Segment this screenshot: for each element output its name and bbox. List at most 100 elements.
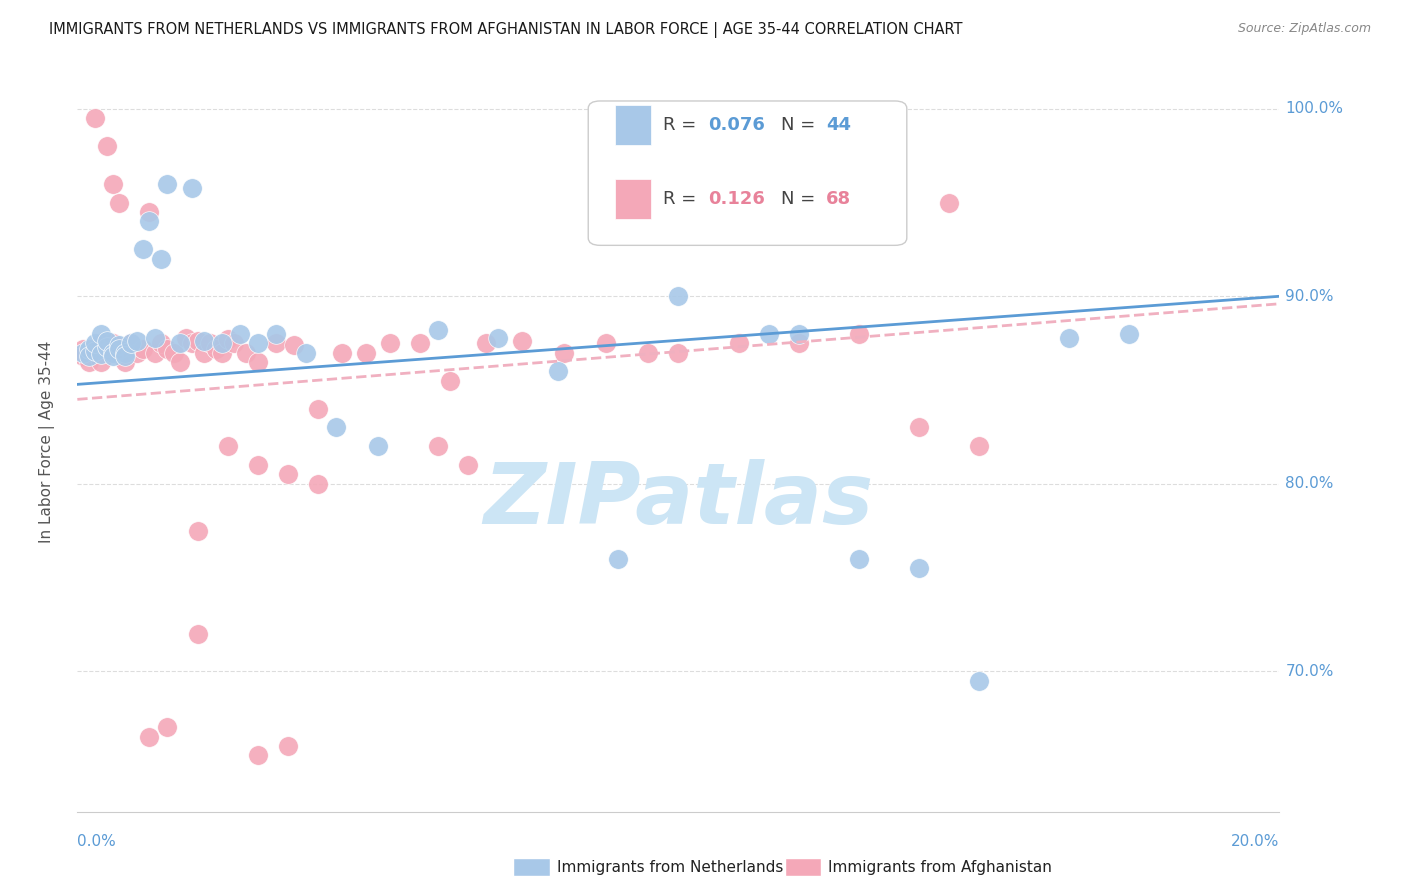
Point bbox=[145, 330, 167, 344]
Point bbox=[246, 458, 269, 472]
Point bbox=[84, 345, 107, 359]
Point bbox=[908, 420, 931, 434]
Bar bbox=[614, 104, 651, 145]
Point bbox=[475, 336, 498, 351]
Point bbox=[72, 342, 94, 356]
FancyBboxPatch shape bbox=[588, 101, 907, 245]
Text: 44: 44 bbox=[827, 117, 851, 135]
Text: N =: N = bbox=[780, 191, 821, 209]
Text: R =: R = bbox=[662, 191, 702, 209]
Point bbox=[150, 252, 173, 266]
Point bbox=[127, 345, 149, 359]
Text: 70.0%: 70.0% bbox=[1285, 664, 1334, 679]
Point bbox=[228, 326, 250, 341]
Point bbox=[138, 730, 160, 744]
Point bbox=[120, 336, 142, 351]
Point bbox=[277, 739, 299, 753]
Point bbox=[193, 334, 215, 349]
Point bbox=[114, 355, 136, 369]
Point bbox=[90, 347, 112, 361]
Text: 0.126: 0.126 bbox=[709, 191, 765, 209]
Point bbox=[186, 524, 209, 538]
Point bbox=[235, 345, 257, 359]
Point bbox=[787, 326, 810, 341]
Point bbox=[439, 374, 461, 388]
Point bbox=[103, 177, 125, 191]
Point bbox=[1118, 326, 1140, 341]
Point bbox=[108, 195, 131, 210]
Point bbox=[246, 748, 269, 763]
Point bbox=[114, 349, 136, 363]
Point bbox=[145, 345, 167, 359]
Point bbox=[510, 334, 533, 349]
Point bbox=[174, 330, 197, 344]
Point bbox=[114, 345, 136, 359]
Point bbox=[595, 336, 617, 351]
Bar bbox=[614, 178, 651, 219]
Point bbox=[103, 345, 125, 359]
Point bbox=[127, 334, 149, 349]
Point bbox=[787, 336, 810, 351]
Point bbox=[96, 139, 118, 153]
Text: R =: R = bbox=[662, 117, 702, 135]
Point bbox=[72, 349, 94, 363]
Point bbox=[156, 720, 179, 734]
Text: N =: N = bbox=[780, 117, 821, 135]
Point bbox=[307, 476, 329, 491]
Point bbox=[132, 243, 155, 257]
Point bbox=[1057, 330, 1080, 344]
Point bbox=[727, 336, 749, 351]
Point bbox=[108, 345, 131, 359]
Point bbox=[180, 180, 202, 194]
Point bbox=[72, 345, 94, 359]
Point bbox=[198, 336, 221, 351]
Point bbox=[457, 458, 479, 472]
Point bbox=[150, 336, 173, 351]
Point bbox=[246, 336, 269, 351]
Text: ZIPatlas: ZIPatlas bbox=[484, 459, 873, 542]
Point bbox=[330, 345, 353, 359]
Point bbox=[108, 342, 131, 356]
Point bbox=[204, 342, 226, 356]
Point bbox=[848, 551, 870, 566]
Text: Immigrants from Afghanistan: Immigrants from Afghanistan bbox=[828, 860, 1052, 874]
Point bbox=[283, 338, 305, 352]
Point bbox=[211, 336, 233, 351]
Point bbox=[156, 177, 179, 191]
Point bbox=[217, 332, 239, 346]
Point bbox=[908, 561, 931, 575]
Point bbox=[668, 345, 690, 359]
Point bbox=[427, 439, 450, 453]
Point bbox=[84, 112, 107, 126]
Point bbox=[486, 330, 509, 344]
Point bbox=[427, 323, 450, 337]
Point bbox=[79, 355, 101, 369]
Text: Source: ZipAtlas.com: Source: ZipAtlas.com bbox=[1237, 22, 1371, 36]
Text: 0.0%: 0.0% bbox=[77, 834, 117, 849]
Text: In Labor Force | Age 35-44: In Labor Force | Age 35-44 bbox=[39, 341, 55, 542]
Point bbox=[96, 340, 118, 354]
Point bbox=[103, 349, 125, 363]
Point bbox=[217, 439, 239, 453]
Point bbox=[637, 345, 659, 359]
Point bbox=[193, 345, 215, 359]
Point bbox=[246, 355, 269, 369]
Point bbox=[162, 345, 184, 359]
Point bbox=[409, 336, 432, 351]
Point bbox=[84, 343, 107, 358]
Point bbox=[186, 334, 209, 349]
Point bbox=[90, 336, 112, 351]
Point bbox=[264, 336, 287, 351]
Point bbox=[79, 342, 101, 356]
Point bbox=[186, 626, 209, 640]
Point bbox=[668, 289, 690, 303]
Text: 68: 68 bbox=[827, 191, 852, 209]
Text: 100.0%: 100.0% bbox=[1285, 102, 1344, 116]
Point bbox=[169, 355, 191, 369]
Point bbox=[84, 336, 107, 351]
Point bbox=[211, 345, 233, 359]
Point bbox=[553, 345, 575, 359]
Point bbox=[103, 336, 125, 351]
Text: 20.0%: 20.0% bbox=[1232, 834, 1279, 849]
Text: Immigrants from Netherlands: Immigrants from Netherlands bbox=[557, 860, 783, 874]
